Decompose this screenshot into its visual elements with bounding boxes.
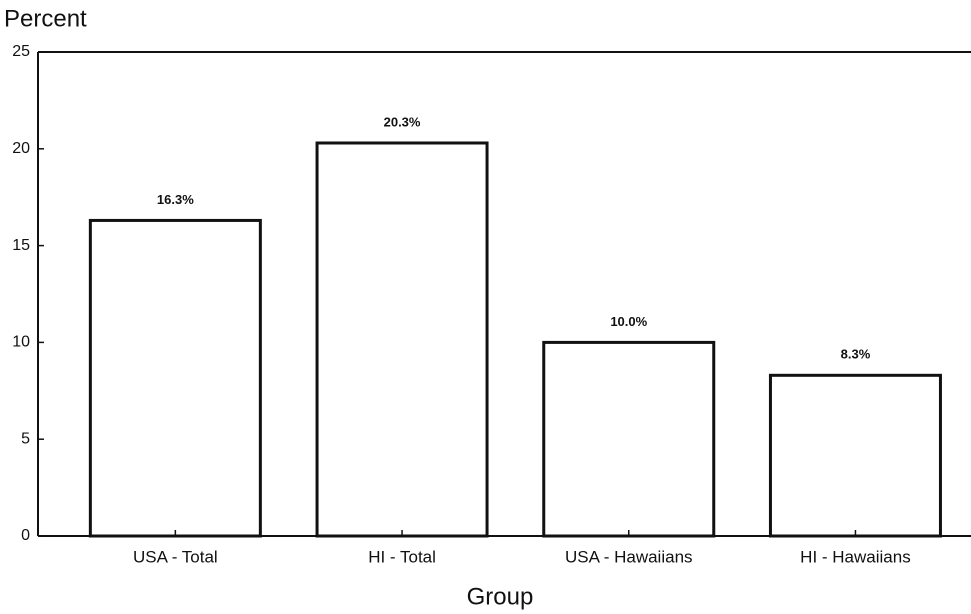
x-tick-label: HI - Total	[368, 547, 436, 566]
y-axis-label: Percent	[4, 5, 87, 32]
x-tick-label: HI - Hawaiians	[800, 547, 911, 566]
bar	[315, 141, 489, 538]
y-tick-label: 5	[21, 430, 30, 447]
bar	[768, 373, 942, 538]
x-axis-label: Group	[467, 583, 534, 610]
bar	[88, 218, 262, 538]
value-label: 10.0%	[610, 314, 647, 329]
x-tick-label: USA - Hawaiians	[565, 547, 693, 566]
value-label: 16.3%	[157, 192, 194, 207]
y-tick-label: 10	[12, 334, 30, 351]
value-label: 20.3%	[384, 114, 421, 129]
y-tick-label: 0	[21, 527, 30, 544]
y-tick-label: 20	[12, 140, 30, 157]
y-tick-label: 25	[12, 43, 30, 60]
x-tick-label: USA - Total	[133, 547, 218, 566]
bar	[542, 340, 716, 538]
y-tick-label: 15	[12, 237, 30, 254]
value-label: 8.3%	[841, 347, 871, 362]
